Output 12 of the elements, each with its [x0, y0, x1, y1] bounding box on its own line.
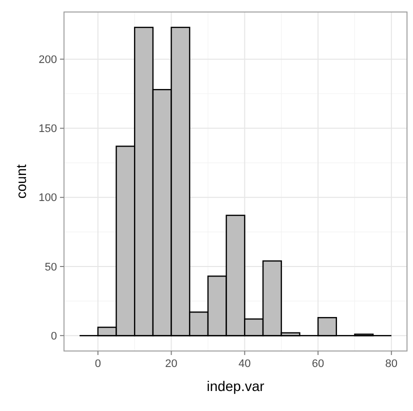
y-tick-label: 200: [38, 54, 57, 66]
x-tick-label: 0: [94, 358, 101, 370]
y-tick-label: 150: [38, 123, 57, 136]
x-tick-label: 80: [385, 358, 398, 370]
x-tick-label: 40: [238, 358, 251, 370]
x-tick-label: 20: [165, 358, 178, 370]
y-axis-title: count: [13, 164, 29, 199]
y-tick-label: 100: [38, 192, 57, 204]
x-tick-label: 60: [312, 358, 324, 370]
x-axis-title: indep.var: [206, 378, 265, 394]
y-tick-label: 50: [44, 261, 57, 274]
y-tick-label: 0: [50, 330, 57, 342]
